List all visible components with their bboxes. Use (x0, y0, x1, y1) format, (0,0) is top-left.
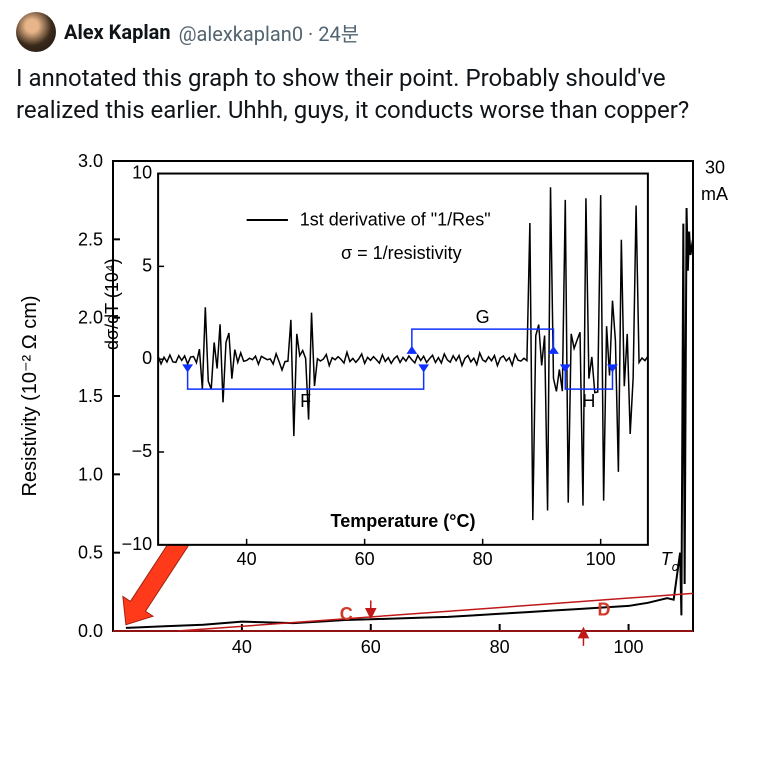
author-name[interactable]: Alex Kaplan (64, 20, 171, 44)
svg-text:60: 60 (361, 637, 381, 657)
svg-text:40: 40 (237, 549, 257, 569)
svg-text:G: G (476, 307, 490, 327)
svg-text:1.5: 1.5 (78, 386, 103, 406)
svg-text:Resistivity (10⁻² Ω cm): Resistivity (10⁻² Ω cm) (19, 295, 41, 496)
svg-text:100: 100 (614, 637, 644, 657)
svg-text:−5: −5 (132, 441, 153, 461)
svg-text:1st derivative of "1/Res": 1st derivative of "1/Res" (300, 209, 491, 229)
svg-text:2.0: 2.0 (78, 307, 103, 327)
chart-container: 0.00.51.01.52.02.53.0406080100Resistivit… (0, 135, 766, 673)
timestamp: 24분 (318, 22, 359, 46)
svg-text:3.0: 3.0 (78, 151, 103, 171)
svg-text:40: 40 (232, 637, 252, 657)
svg-text:−10: −10 (122, 534, 153, 554)
tweet-container: Alex Kaplan @alexkaplan0 · 24분 I annotat… (0, 0, 766, 135)
avatar[interactable] (16, 12, 56, 52)
tweet-header: Alex Kaplan @alexkaplan0 · 24분 (16, 12, 750, 52)
author-handle[interactable]: @alexkaplan0 · 24분 (179, 18, 360, 47)
tweet-body: I annotated this graph to show their poi… (16, 62, 750, 127)
svg-text:H: H (582, 391, 595, 411)
svg-text:0.0: 0.0 (78, 621, 103, 641)
svg-text:1.0: 1.0 (78, 464, 103, 484)
svg-text:100: 100 (586, 549, 616, 569)
svg-text:0: 0 (142, 348, 152, 368)
svg-text:60: 60 (355, 549, 375, 569)
separator-dot: · (308, 22, 318, 46)
svg-text:30: 30 (705, 157, 725, 177)
svg-text:0.5: 0.5 (78, 542, 103, 562)
svg-text:C: C (340, 604, 353, 624)
svg-text:80: 80 (490, 637, 510, 657)
svg-text:F: F (300, 391, 311, 411)
svg-text:5: 5 (142, 255, 152, 275)
svg-text:10: 10 (132, 162, 152, 182)
svg-text:Temperature (°C): Temperature (°C) (331, 511, 476, 531)
svg-text:mA: mA (701, 184, 728, 204)
svg-text:dσ/dT (10⁴): dσ/dT (10⁴) (102, 258, 122, 350)
svg-text:D: D (597, 599, 610, 619)
svg-text:80: 80 (473, 549, 493, 569)
svg-text:σ = 1/resistivity: σ = 1/resistivity (341, 243, 462, 263)
handle-text: @alexkaplan0 (179, 22, 304, 46)
svg-text:2.5: 2.5 (78, 229, 103, 249)
resistivity-chart: 0.00.51.01.52.02.53.0406080100Resistivit… (8, 143, 758, 673)
